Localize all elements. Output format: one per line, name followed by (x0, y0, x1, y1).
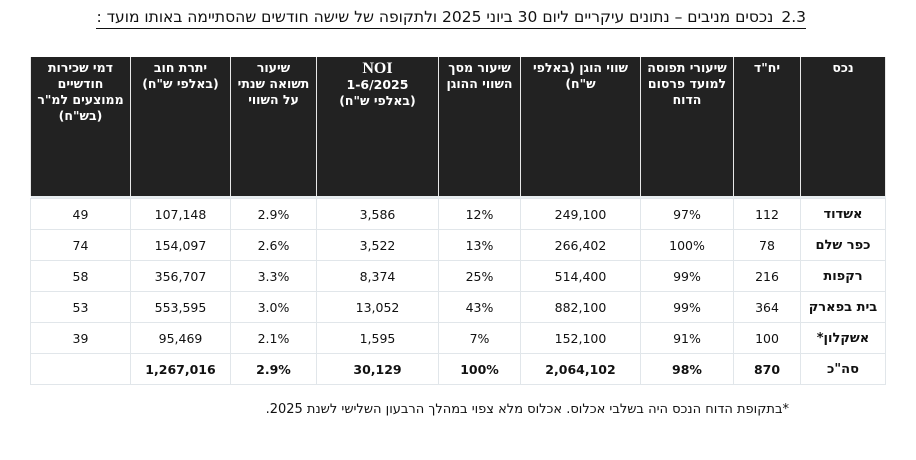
header-noi-label: NOI (362, 60, 393, 77)
header-property: נכס (800, 57, 886, 196)
header-noi: NOI 1-6/2025 (באלפי ש"ח) (316, 57, 439, 196)
cell-fair-value: 152,100 (520, 322, 641, 354)
header-units: יח"ד (733, 57, 801, 196)
table-row: אשדוד 112 97% 249,100 12% 3,586 2.9% 107,148 49 (30, 198, 886, 230)
cell-occupancy: 97% (640, 198, 734, 230)
cell-debt: 1,267,016 (130, 353, 231, 385)
cell-occupancy: 91% (640, 322, 734, 354)
cell-fair-value: 514,400 (520, 260, 641, 292)
cell-yield: 2.9% (230, 353, 317, 385)
cell-property: כפר שלם (800, 229, 886, 261)
cell-occupancy: 99% (640, 291, 734, 323)
cell-fair-value: 266,402 (520, 229, 641, 261)
cell-property: בית בפארק (800, 291, 886, 323)
section-number: 2.3 (781, 8, 806, 26)
table-row: כפר שלם 78 100% 266,402 13% 3,522 2.6% 154,097 7… (30, 229, 886, 261)
cell-avg-rent: 39 (30, 322, 131, 354)
header-share-of-fair-value: שיעור מסך השווי ההוגן (438, 57, 521, 196)
cell-share-of-fair-value: 12% (438, 198, 521, 230)
cell-units: 870 (733, 353, 801, 385)
separator-cell (30, 196, 886, 199)
cell-share-of-fair-value: 25% (438, 260, 521, 292)
cell-avg-rent: 53 (30, 291, 131, 323)
cell-debt: 154,097 (130, 229, 231, 261)
cell-avg-rent (30, 353, 131, 385)
cell-units: 216 (733, 260, 801, 292)
cell-noi: 1,595 (316, 322, 439, 354)
cell-fair-value: 2,064,102 (520, 353, 641, 385)
header-noi-unit: (באלפי ש"ח) (339, 93, 416, 108)
table-header-row: נכס יח"ד שיעורי תפוסה למועד פרסום הדוח ש… (30, 57, 886, 196)
cell-property: אשקלון* (800, 322, 886, 354)
cell-units: 78 (733, 229, 801, 261)
header-noi-period: 1-6/2025 (346, 77, 409, 92)
cell-property: אשדוד (800, 198, 886, 230)
cell-units: 364 (733, 291, 801, 323)
cell-share-of-fair-value: 7% (438, 322, 521, 354)
table-row: בית בפארק 364 99% 882,100 43% 13,052 3.0% 553,5… (30, 291, 886, 323)
cell-share-of-fair-value: 100% (438, 353, 521, 385)
cell-yield: 2.6% (230, 229, 317, 261)
table-row: רקפות 216 99% 514,400 25% 8,374 3.3% 356,707 58 (30, 260, 886, 292)
cell-occupancy: 98% (640, 353, 734, 385)
cell-share-of-fair-value: 13% (438, 229, 521, 261)
section-title-text: נכסים מניבים – נתונים עיקריים ליום 30 בי… (96, 8, 774, 26)
header-yield: שיעור תשואה שנתי על השווי (230, 57, 317, 196)
rental-properties-table: נכס יח"ד שיעורי תפוסה למועד פרסום הדוח ש… (30, 57, 886, 385)
table-row: אשקלון* 100 91% 152,100 7% 1,595 2.1% 95,469 39 (30, 322, 886, 354)
cell-fair-value: 249,100 (520, 198, 641, 230)
cell-avg-rent: 49 (30, 198, 131, 230)
cell-noi: 30,129 (316, 353, 439, 385)
cell-yield: 2.9% (230, 198, 317, 230)
header-avg-rent: דמי שכירות חודשיים ממוצעים למ"ר (בש"ח) (30, 57, 131, 196)
cell-units: 112 (733, 198, 801, 230)
cell-noi: 8,374 (316, 260, 439, 292)
cell-yield: 3.3% (230, 260, 317, 292)
header-occupancy: שיעורי תפוסה למועד פרסום הדוח (640, 57, 734, 196)
cell-share-of-fair-value: 43% (438, 291, 521, 323)
cell-avg-rent: 74 (30, 229, 131, 261)
header-fair-value: שווי הוגן (באלפי ש"ח) (520, 57, 641, 196)
cell-yield: 3.0% (230, 291, 317, 323)
footnote: *בתקופת הדוח הנכס היה בשלבי אכלוס. אכלוס… (265, 402, 789, 417)
cell-property: רקפות (800, 260, 886, 292)
cell-fair-value: 882,100 (520, 291, 641, 323)
cell-occupancy: 100% (640, 229, 734, 261)
cell-debt: 553,595 (130, 291, 231, 323)
cell-units: 100 (733, 322, 801, 354)
cell-debt: 95,469 (130, 322, 231, 354)
cell-debt: 107,148 (130, 198, 231, 230)
cell-yield: 2.1% (230, 322, 317, 354)
cell-debt: 356,707 (130, 260, 231, 292)
cell-property: סה"כ (800, 353, 886, 385)
cell-noi: 13,052 (316, 291, 439, 323)
cell-occupancy: 99% (640, 260, 734, 292)
header-separator (30, 196, 886, 199)
header-debt: יתרת חוב (באלפי ש"ח) (130, 57, 231, 196)
section-title: 2.3 נכסים מניבים – נתונים עיקריים ליום 30… (96, 8, 806, 29)
cell-noi: 3,522 (316, 229, 439, 261)
cell-noi: 3,586 (316, 198, 439, 230)
cell-avg-rent: 58 (30, 260, 131, 292)
table-total-row: סה"כ 870 98% 2,064,102 100% 30,129 2.9% 1,267,0… (30, 353, 886, 385)
